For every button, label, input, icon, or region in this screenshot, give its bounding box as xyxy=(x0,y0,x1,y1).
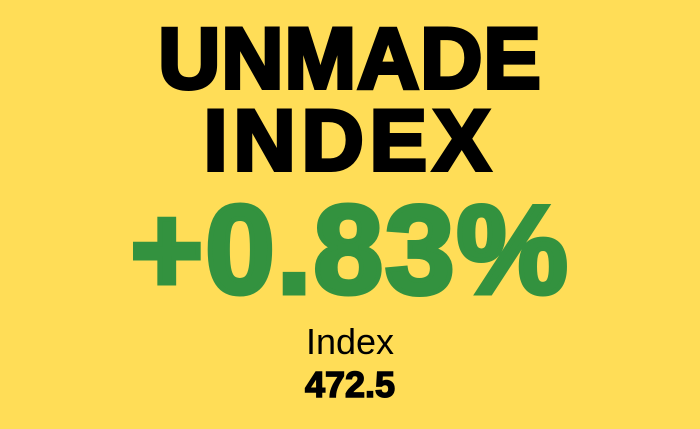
percent-change: +0.83% xyxy=(128,181,570,320)
index-label: Index xyxy=(305,321,395,362)
title-line-2: INDEX xyxy=(202,93,497,189)
title-line-1: UNMADE xyxy=(156,11,542,107)
index-value: 472.5 xyxy=(304,364,396,405)
